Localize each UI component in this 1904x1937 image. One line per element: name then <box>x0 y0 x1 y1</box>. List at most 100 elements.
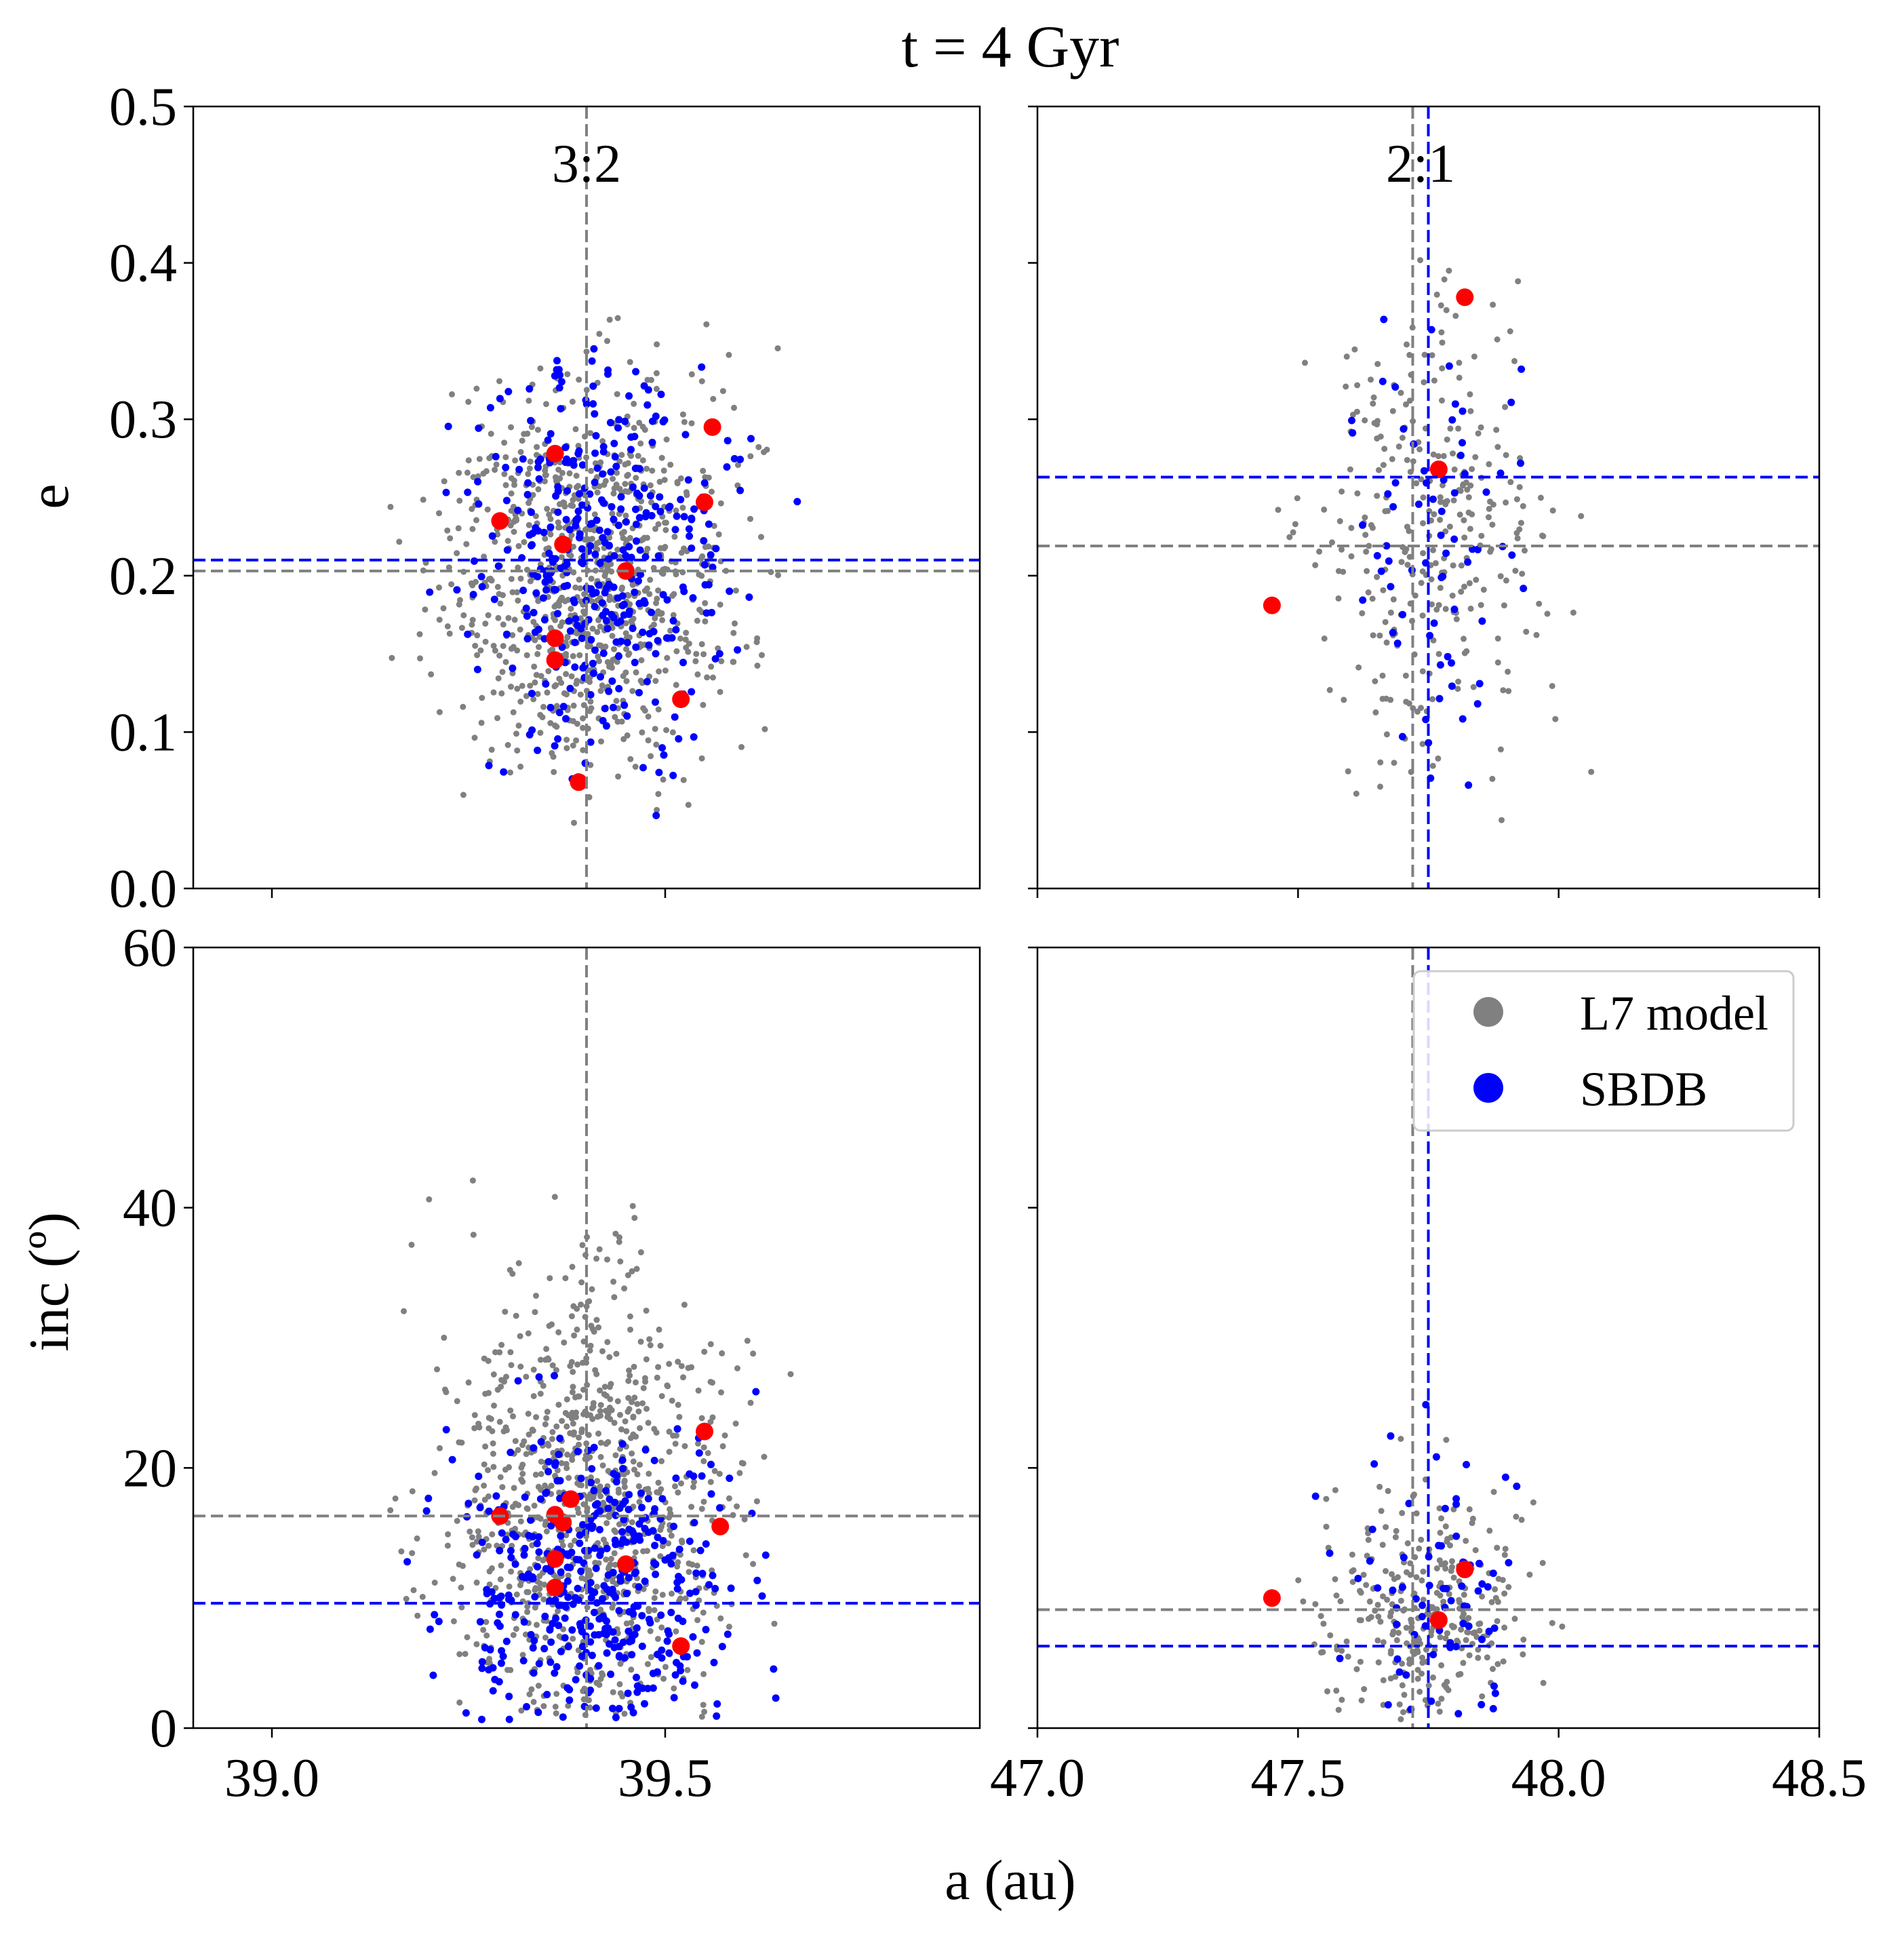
data-point-sbdb <box>695 1449 703 1457</box>
data-point-highlight <box>554 535 572 553</box>
data-point-model <box>1511 357 1518 364</box>
data-point-model <box>660 1675 667 1682</box>
data-point-model <box>1320 1649 1326 1656</box>
data-point-model <box>730 659 736 665</box>
data-point-sbdb <box>637 1489 645 1497</box>
data-point-model <box>1464 486 1471 493</box>
data-point-sbdb <box>475 424 483 432</box>
data-point-model <box>547 1275 553 1282</box>
data-point-model <box>538 1470 544 1477</box>
data-point-model <box>584 1382 591 1388</box>
data-point-sbdb <box>1444 652 1452 661</box>
data-point-sbdb <box>572 615 580 623</box>
data-point-model <box>1370 632 1376 639</box>
data-point-sbdb <box>654 552 662 560</box>
data-point-model <box>621 1710 628 1717</box>
data-point-model <box>639 457 646 464</box>
data-point-model <box>568 1453 575 1460</box>
data-point-model <box>1379 695 1386 702</box>
data-point-sbdb <box>589 659 597 667</box>
data-point-model <box>428 671 435 678</box>
data-point-model <box>755 444 762 450</box>
data-point-model <box>515 1447 521 1453</box>
data-point-model <box>584 1505 591 1512</box>
data-point-model <box>672 1441 679 1447</box>
data-point-sbdb <box>462 1709 470 1717</box>
data-point-model <box>1433 606 1440 613</box>
data-point-model <box>1444 498 1450 505</box>
data-point-model <box>1446 524 1453 530</box>
data-point-model <box>726 1624 732 1630</box>
data-point-model <box>587 708 593 714</box>
data-point-sbdb <box>557 1568 565 1576</box>
resonance-label: 3:2 <box>552 134 621 194</box>
data-point-sbdb <box>502 630 511 638</box>
data-point-model <box>511 482 517 488</box>
data-point-model <box>555 524 562 531</box>
data-point-model <box>678 1538 685 1544</box>
data-point-model <box>1428 1628 1435 1635</box>
data-point-model <box>576 1434 582 1441</box>
data-point-model <box>628 1666 635 1673</box>
data-point-sbdb <box>1448 416 1456 424</box>
data-point-model <box>505 614 512 621</box>
data-point-sbdb <box>604 1571 612 1579</box>
data-point-model <box>747 1399 754 1406</box>
data-point-sbdb <box>713 1700 721 1708</box>
data-point-model <box>738 744 745 750</box>
data-point-sbdb <box>1452 1495 1461 1503</box>
data-point-model <box>698 755 705 762</box>
data-point-model <box>1376 467 1382 473</box>
data-point-model <box>1442 1523 1449 1530</box>
data-point-model <box>1463 1538 1469 1544</box>
data-point-model <box>698 1713 705 1720</box>
data-point-model <box>545 1356 552 1363</box>
data-point-model <box>1439 365 1446 372</box>
data-point-model <box>472 642 479 649</box>
data-point-model <box>444 623 451 629</box>
data-point-model <box>1443 1436 1450 1443</box>
data-point-sbdb <box>595 581 603 589</box>
data-point-sbdb <box>705 520 713 528</box>
data-point-sbdb <box>621 1497 629 1505</box>
data-point-sbdb <box>656 507 665 515</box>
data-point-sbdb <box>670 1694 678 1702</box>
data-point-sbdb <box>591 602 599 610</box>
data-point-model <box>596 658 602 665</box>
data-point-model <box>589 1415 596 1422</box>
data-point-model <box>627 1313 633 1320</box>
data-point-sbdb <box>497 1592 505 1601</box>
data-point-sbdb <box>625 1573 633 1582</box>
data-point-sbdb <box>615 1607 623 1615</box>
data-point-model <box>1502 1546 1509 1552</box>
data-point-sbdb <box>624 1506 633 1514</box>
data-point-model <box>677 475 684 482</box>
data-point-model <box>1364 568 1370 574</box>
data-point-model <box>531 1502 538 1509</box>
data-point-model <box>1385 1487 1391 1494</box>
data-point-model <box>1351 346 1358 353</box>
data-point-model <box>604 338 610 345</box>
data-point-sbdb <box>587 738 595 746</box>
data-point-model <box>561 1339 568 1346</box>
data-point-sbdb <box>1485 1627 1493 1635</box>
data-point-model <box>490 689 497 696</box>
data-point-model <box>467 1528 473 1535</box>
data-point-model <box>643 585 650 592</box>
data-point-sbdb <box>761 1551 770 1559</box>
data-point-model <box>1292 521 1298 528</box>
data-point-sbdb <box>1458 1582 1466 1590</box>
data-point-model <box>510 709 517 716</box>
data-point-model <box>657 1527 664 1533</box>
legend-box <box>1412 970 1795 1132</box>
data-point-model <box>688 420 695 427</box>
data-point-highlight <box>696 493 713 511</box>
data-point-model <box>543 1415 550 1422</box>
data-point-model <box>523 1451 530 1457</box>
data-point-sbdb <box>612 1478 620 1486</box>
data-point-sbdb <box>529 1533 537 1541</box>
data-point-sbdb <box>633 1624 641 1632</box>
data-point-model <box>1368 522 1374 528</box>
data-point-model <box>721 1432 728 1439</box>
resonance-label: 2:1 <box>1386 134 1455 194</box>
